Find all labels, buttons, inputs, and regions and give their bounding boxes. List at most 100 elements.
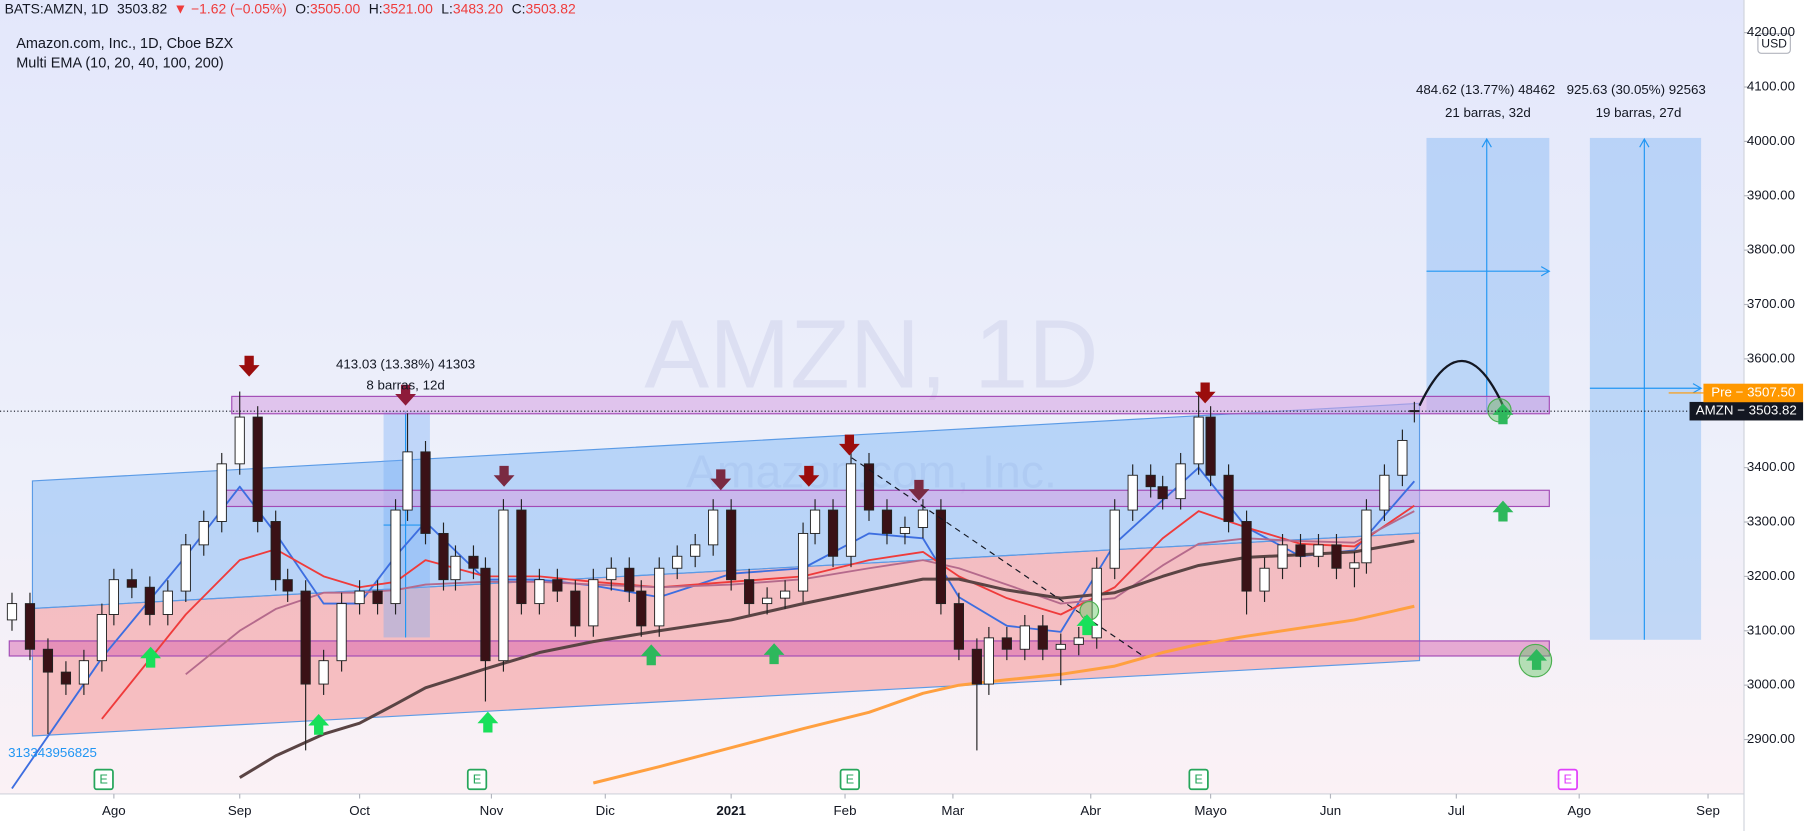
candle-body [162,590,173,615]
earnings-marker [1557,768,1578,791]
candle-body [216,463,227,522]
candle-body [516,509,527,605]
x-tick-label: Sep [1696,803,1720,818]
measure-label: 8 barras, 12d [366,377,444,392]
candle-body [797,532,809,592]
candle-body [762,597,773,605]
change: ▼ −1.62 (−0.05%) [173,0,286,16]
last-price: 3503.82 [117,0,167,16]
y-tick-label: 3400.00 [1747,459,1795,474]
candle-body [1277,544,1288,569]
candle-body [1175,463,1186,500]
price-tag [1689,401,1804,421]
candle-body [1241,521,1252,592]
candle-body [126,579,137,588]
candle-body [1055,643,1066,650]
candle-body [372,590,383,605]
x-tick-label: Abr [1080,803,1101,818]
candle-body [1037,625,1048,650]
y-tick-label: 4100.00 [1747,79,1795,94]
earnings-marker [93,768,114,791]
x-tick-label: Ago [1567,803,1591,818]
ohlc-value: 3505.00 [310,0,360,16]
candle-body [438,532,449,581]
price-tag-label: AMZN − 3503.82 [1696,403,1797,418]
candle-body [863,463,875,511]
arrow-head [1639,137,1650,148]
measure-label: 413.03 (13.38%) 41303 [336,357,475,372]
candle-body [845,463,857,557]
watermark: AMZN, 1D [644,299,1098,408]
candle-body [636,590,647,627]
ema-line [592,604,1415,785]
candle-body [108,579,119,615]
candle-body [1001,637,1012,650]
unit-box[interactable] [1757,33,1791,54]
candle-body [420,451,431,534]
candle-body [282,579,293,592]
earnings-marker [1188,768,1209,791]
candle-body [779,590,791,599]
candle-body [1361,509,1372,564]
candle-body [144,586,155,615]
candle-body [570,590,581,627]
unit-label[interactable]: USD [1761,36,1787,50]
candle-body [624,567,635,592]
candle-body [1019,625,1030,650]
candle-body [1259,567,1270,592]
x-tick-label: Ago [102,803,126,818]
candle-body [881,509,893,534]
arrow-head [1481,137,1492,148]
drawings-front [140,355,1553,735]
ohlc-value: 3483.20 [453,0,503,16]
y-tick-label: 3000.00 [1747,677,1795,692]
candle-body [234,416,245,465]
candle-body [726,509,737,581]
pre-tag-label: Pre − 3507.50 [1711,384,1795,399]
candle-body [252,416,263,522]
y-tick-label: 3800.00 [1747,242,1795,257]
candle-body [1223,474,1234,522]
earnings-label: E [473,771,481,786]
x-tick-label: Feb [834,803,857,818]
candle-body [1091,567,1102,639]
y-tick-label: 3900.00 [1747,187,1795,202]
y-tick-label: 3300.00 [1747,514,1795,529]
resistance-zone [231,395,1550,415]
candle-body [6,603,18,621]
x-tick-label: Dic [596,803,616,818]
y-tick-label: 3700.00 [1747,296,1795,311]
indicator-label: Multi EMA (10, 20, 40, 100, 200) [16,56,223,72]
candle-body [1193,416,1204,465]
candle-body [971,648,982,685]
candle-body [827,509,839,557]
symbol: BATS:AMZN, 1D [5,0,109,16]
x-tick-label: Mar [941,803,964,818]
candle-body [1145,474,1156,488]
arrow-head [1540,266,1551,277]
arc [1418,360,1506,409]
candle-body [1157,486,1168,500]
x-tick-label: Nov [480,803,504,818]
candle-body [318,660,329,685]
earnings-label: E [1194,771,1202,786]
candle-body [1313,544,1324,557]
earnings-marker [466,768,488,791]
earnings-marker [839,768,860,791]
candle-body [744,579,755,605]
candle-body [78,660,90,685]
candle-body [390,509,401,605]
candle-body [1295,544,1306,557]
measure-label: 19 barras, 27d [1596,105,1682,120]
candle-body [354,590,365,605]
candle-body [300,590,311,685]
x-tick-label: Jul [1448,803,1465,818]
candle-body [606,567,617,581]
candle-body [270,521,281,581]
x-tick-label: Sep [228,803,252,818]
y-tick-label: 4000.00 [1747,133,1795,148]
ohlc-label: C: [512,0,526,16]
candle-body [953,603,964,650]
candle-body [1205,416,1216,476]
ohlc-label: H: [369,0,383,16]
